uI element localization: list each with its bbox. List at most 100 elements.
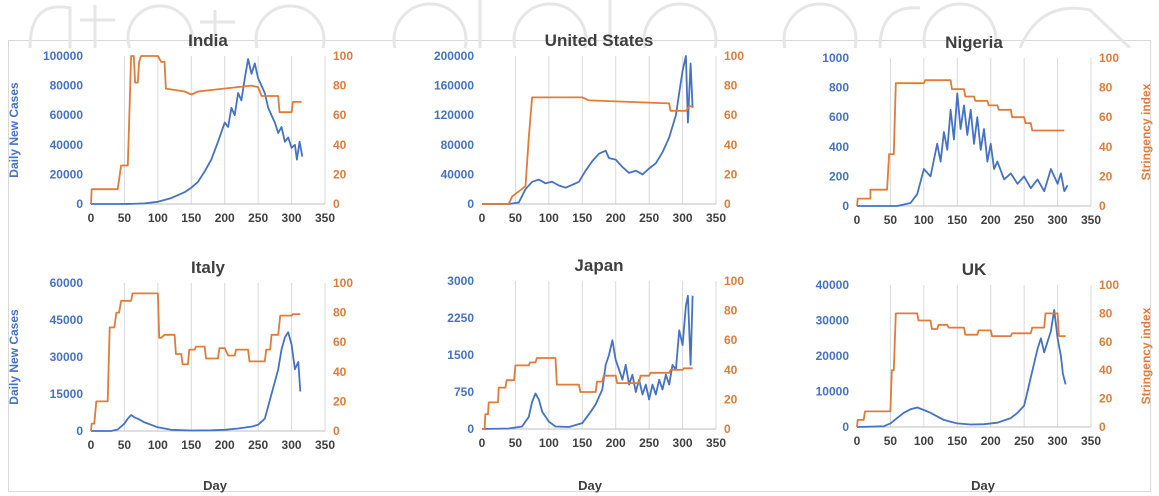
y-tick-label: 0 — [842, 420, 849, 434]
y2-tick-label: 20 — [1099, 392, 1113, 406]
y2-tick-label: 0 — [1099, 420, 1106, 434]
y2-tick-label: 60 — [724, 333, 738, 347]
y-tick-label: 0 — [76, 197, 83, 211]
x-tick-label: 350 — [315, 438, 335, 452]
x-tick-label: 50 — [884, 213, 898, 227]
y-tick-label: 20000 — [50, 167, 84, 181]
x-tick-label: 50 — [509, 211, 523, 225]
daily-new-cases-line — [856, 309, 1067, 428]
y2-tick-label: 20 — [724, 392, 738, 406]
y-tick-label: 15000 — [50, 387, 84, 401]
x-tick-label: 200 — [606, 436, 626, 450]
y2-tick-label: 80 — [724, 79, 738, 93]
y2-tick-label: 0 — [1099, 199, 1106, 213]
chart-title: UK — [962, 260, 987, 279]
x-axis-label-col3: Day — [971, 478, 995, 493]
x-tick-label: 50 — [884, 434, 898, 448]
x-tick-label: 100 — [539, 436, 559, 450]
x-tick-label: 350 — [315, 211, 335, 225]
y2-tick-label: 60 — [333, 335, 347, 349]
x-tick-label: 0 — [479, 436, 486, 450]
y2-tick-label: 80 — [1099, 81, 1113, 95]
x-tick-label: 200 — [981, 434, 1001, 448]
y2-tick-label: 100 — [1099, 51, 1119, 65]
y2-tick-label: 40 — [333, 138, 347, 152]
chart-title: Italy — [191, 258, 226, 277]
x-tick-label: 300 — [1048, 434, 1068, 448]
daily-new-cases-line — [91, 331, 302, 432]
y2-tick-label: 80 — [333, 79, 347, 93]
y2-tick-label: 60 — [333, 108, 347, 122]
y2-tick-label: 60 — [1099, 335, 1113, 349]
y-tick-label: 200000 — [434, 49, 474, 63]
y2-tick-label: 40 — [1099, 140, 1113, 154]
y2-axis-label: Stringency index — [1139, 83, 1153, 180]
y2-axis-label: Stringency index — [1139, 307, 1153, 404]
x-tick-label: 300 — [282, 438, 302, 452]
y-tick-label: 20000 — [816, 349, 850, 363]
daily-new-cases-line — [857, 92, 1069, 207]
x-tick-label: 150 — [947, 213, 967, 227]
y-tick-label: 60000 — [50, 276, 84, 290]
y-tick-label: 0 — [842, 199, 849, 213]
x-tick-label: 200 — [215, 211, 235, 225]
x-axis-label-col1: Day — [203, 478, 227, 493]
x-tick-label: 300 — [1048, 213, 1068, 227]
y2-tick-label: 0 — [333, 197, 340, 211]
chart-panel-2: 0 50 100 150 200 250 300 3500400008000012000016… — [434, 31, 744, 225]
x-tick-label: 50 — [118, 211, 132, 225]
chart-title: Nigeria — [945, 33, 1003, 52]
y-tick-label: 2250 — [447, 311, 474, 325]
x-tick-label: 250 — [639, 211, 659, 225]
y-tick-label: 750 — [454, 385, 474, 399]
chart-title: Japan — [574, 256, 623, 275]
x-tick-label: 350 — [706, 436, 726, 450]
watermark-logo — [28, 0, 1132, 48]
x-tick-label: 0 — [479, 211, 486, 225]
chart-title: United States — [545, 31, 654, 50]
y-tick-label: 30000 — [816, 314, 850, 328]
daily-new-cases-line — [481, 294, 694, 430]
y-tick-label: 10000 — [816, 385, 850, 399]
x-tick-label: 350 — [1081, 213, 1101, 227]
y2-tick-label: 80 — [333, 306, 347, 320]
y2-tick-label: 0 — [724, 422, 731, 436]
y-tick-label: 120000 — [434, 108, 474, 122]
x-tick-label: 150 — [181, 211, 201, 225]
y2-tick-label: 100 — [333, 49, 353, 63]
stringency-index-line — [482, 357, 693, 430]
y-axis-label: Daily New Cases — [7, 309, 21, 405]
x-tick-label: 100 — [539, 211, 559, 225]
x-axis-label-col2: Day — [578, 478, 602, 493]
stringency-index-line — [482, 96, 693, 205]
y2-tick-label: 20 — [1099, 169, 1113, 183]
y-axis-label: Daily New Cases — [7, 82, 21, 178]
x-tick-label: 350 — [1081, 434, 1101, 448]
y2-tick-label: 0 — [724, 197, 731, 211]
y2-tick-label: 0 — [333, 424, 340, 438]
x-tick-label: 0 — [88, 211, 95, 225]
x-tick-label: 250 — [639, 436, 659, 450]
daily-new-cases-line — [91, 58, 304, 205]
x-tick-label: 300 — [673, 436, 693, 450]
x-tick-label: 350 — [706, 211, 726, 225]
y2-tick-label: 60 — [724, 108, 738, 122]
y-tick-label: 160000 — [434, 79, 474, 93]
y-tick-label: 400 — [829, 140, 849, 154]
figure-frame — [8, 40, 1151, 492]
y-tick-label: 0 — [467, 422, 474, 436]
x-tick-label: 100 — [148, 211, 168, 225]
x-tick-label: 0 — [854, 213, 861, 227]
x-tick-label: 100 — [914, 213, 934, 227]
y-tick-label: 3000 — [447, 274, 474, 288]
y-tick-label: 60000 — [50, 108, 84, 122]
x-tick-label: 300 — [673, 211, 693, 225]
y-tick-label: 800 — [829, 81, 849, 95]
y2-tick-label: 80 — [1099, 306, 1113, 320]
y2-tick-label: 100 — [333, 276, 353, 290]
y2-tick-label: 80 — [724, 304, 738, 318]
y-tick-label: 1000 — [822, 51, 849, 65]
x-tick-label: 200 — [606, 211, 626, 225]
y2-tick-label: 20 — [333, 167, 347, 181]
y2-tick-label: 60 — [1099, 110, 1113, 124]
